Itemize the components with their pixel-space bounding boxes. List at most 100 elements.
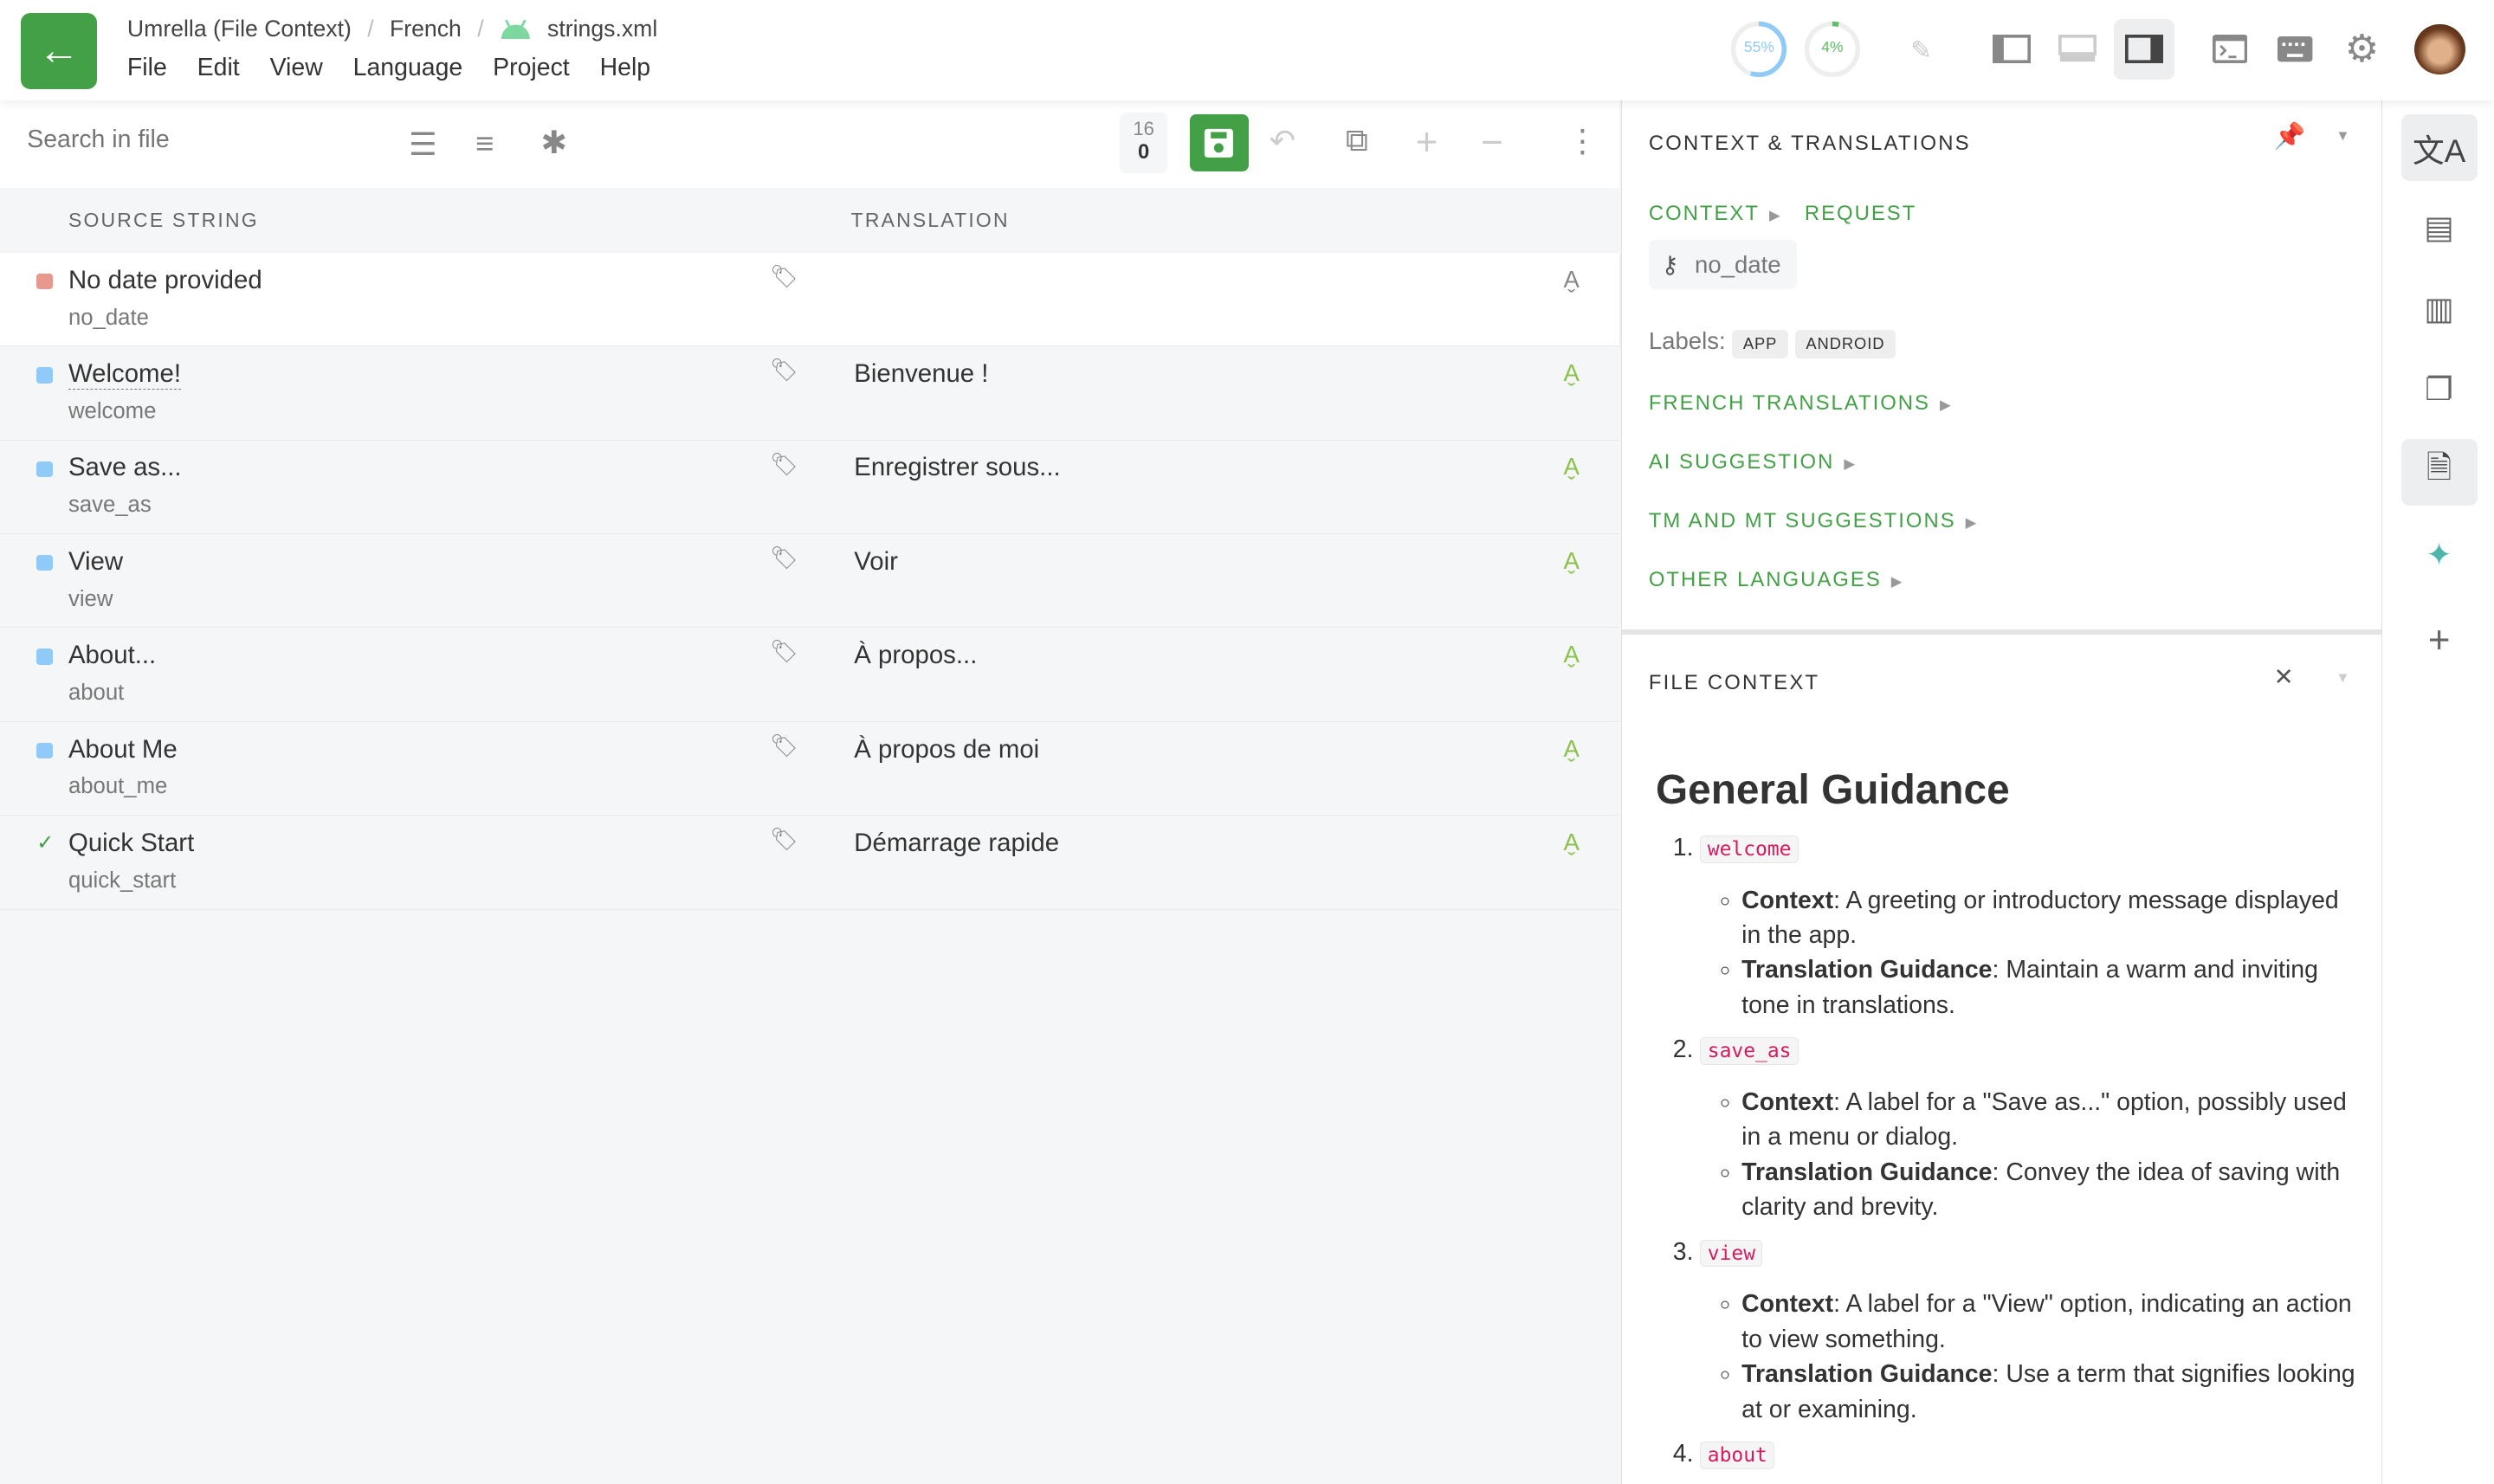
spellcheck-icon[interactable]: A̬ — [1563, 359, 1580, 387]
tab-request[interactable]: REQUEST — [1804, 202, 1917, 226]
panel-divider[interactable] — [1621, 629, 2382, 635]
edit-notes-icon[interactable]: ✎ — [1910, 36, 1933, 66]
guidance-item: view Context: A label for a "View" option… — [1700, 1235, 2355, 1427]
collapse-caret-icon[interactable]: ▼ — [2336, 669, 2350, 687]
file-info-icon[interactable]: 🗎 — [2400, 438, 2478, 506]
tune-filter-icon[interactable]: ☰ — [409, 126, 437, 163]
table-row[interactable]: Welcome! welcome 🏷︎ Bienvenue ! A̬ — [0, 346, 1619, 441]
label-chip[interactable]: ANDROID — [1794, 329, 1896, 358]
collapse-caret-icon[interactable]: ▼ — [2336, 126, 2350, 144]
right-rail: 文A ▤ ▥ ❐ 🗎 ✦ + — [2381, 100, 2494, 1484]
remove-icon[interactable]: − — [1480, 120, 1503, 164]
save-button[interactable] — [1189, 114, 1249, 172]
table-row[interactable]: No date provided no_date 🏷︎ A̬ — [0, 253, 1619, 347]
table-row[interactable]: Save as... save_as 🏷︎ Enregistrer sous... A̬ — [0, 440, 1619, 535]
string-key-code: about — [1700, 1442, 1775, 1469]
more-vert-icon[interactable]: ⋮ — [1567, 123, 1599, 159]
status-indicator — [36, 273, 53, 290]
translation-text[interactable]: À propos de moi — [854, 734, 1040, 764]
tag-icon[interactable]: 🏷︎ — [769, 733, 798, 758]
unpin-icon[interactable]: ✕ — [2273, 662, 2294, 690]
tag-icon[interactable]: 🏷︎ — [769, 358, 798, 384]
labels-row: Labels: APP ANDROID — [1649, 327, 1896, 358]
column-translation: TRANSLATION — [850, 208, 1010, 231]
library-books-icon[interactable]: ❐ — [2425, 371, 2454, 408]
back-button[interactable]: ← — [20, 12, 98, 89]
tag-icon[interactable]: 🏷︎ — [769, 828, 798, 853]
tab-context[interactable]: CONTEXT ▶ — [1648, 202, 1782, 226]
string-key: no_date — [68, 305, 149, 330]
extension-puzzle-icon[interactable]: ✱ — [540, 125, 568, 161]
pin-icon[interactable]: 📌 — [2273, 122, 2306, 152]
file-context-title: FILE CONTEXT — [1648, 671, 1820, 695]
tag-icon[interactable]: 🏷︎ — [769, 264, 798, 289]
label-chip[interactable]: APP — [1731, 329, 1789, 358]
table-row[interactable]: ✓ Quick Start quick_start 🏷︎ Démarrage rapid… — [0, 816, 1619, 910]
filter-icon[interactable]: ≡ — [475, 126, 494, 162]
layout-left-panel-icon[interactable] — [1988, 25, 2036, 73]
translation-text[interactable]: Démarrage rapide — [854, 828, 1060, 857]
keyboard-icon[interactable] — [2271, 25, 2319, 73]
section-other-languages[interactable]: OTHER LANGUAGES ▶ — [1648, 567, 1904, 591]
translate-icon[interactable]: 文A — [2400, 114, 2478, 182]
settings-gear-icon[interactable]: ⚙ — [2344, 28, 2380, 71]
string-counter: 16 0 — [1120, 113, 1168, 174]
context-note: Context: A greeting or introductory mess… — [1741, 883, 2355, 953]
table-row[interactable]: About... about 🏷︎ À propos... A̬ — [0, 628, 1619, 722]
table-row[interactable]: View view 🏷︎ Voir A̬ — [0, 534, 1619, 629]
undo-icon[interactable]: ↶ — [1269, 123, 1296, 159]
breadcrumb-language[interactable]: French — [389, 16, 462, 42]
layout-right-panel-button[interactable] — [2113, 19, 2174, 80]
copy-source-icon[interactable]: ⧉ — [1345, 122, 1369, 158]
translation-text[interactable]: Enregistrer sous... — [854, 453, 1061, 482]
menu-file[interactable]: File — [126, 54, 167, 82]
menu-project[interactable]: Project — [493, 54, 570, 82]
guidance-item: save_as Context: A label for a "Save as..… — [1700, 1032, 2355, 1224]
tag-icon[interactable]: 🏷︎ — [769, 452, 798, 477]
string-key-code: welcome — [1700, 835, 1799, 863]
spellcheck-icon[interactable]: A̬ — [1563, 453, 1580, 481]
column-source: SOURCE STRING — [68, 208, 259, 231]
user-avatar[interactable] — [2414, 23, 2465, 75]
progress-ring-approved[interactable]: 4% — [1802, 19, 1863, 80]
string-key: save_as — [68, 493, 152, 518]
arrow-left-icon: ← — [38, 28, 80, 74]
glossary-icon[interactable]: ▥ — [2424, 290, 2454, 326]
spellcheck-icon[interactable]: A̬ — [1563, 265, 1580, 293]
spellcheck-icon[interactable]: A̬ — [1563, 828, 1580, 855]
approved-check-icon: ✓ — [36, 830, 55, 855]
ai-sparkle-icon[interactable]: ✦ — [2426, 537, 2453, 573]
status-indicator — [36, 742, 53, 759]
search-input[interactable] — [27, 126, 378, 155]
menu-edit[interactable]: Edit — [197, 54, 240, 82]
progress-ring-translated[interactable]: 55% — [1728, 19, 1789, 80]
translation-text[interactable]: À propos... — [854, 641, 978, 670]
translation-text[interactable]: Bienvenue ! — [854, 359, 989, 389]
tag-icon[interactable]: 🏷︎ — [769, 545, 798, 571]
menu-language[interactable]: Language — [352, 54, 463, 82]
spellcheck-icon[interactable]: A̬ — [1563, 641, 1580, 668]
guidance-heading: General Guidance — [1656, 766, 2010, 813]
tag-icon[interactable]: 🏷︎ — [769, 640, 798, 665]
layout-right-panel-icon — [2124, 35, 2163, 64]
translation-text[interactable]: Voir — [854, 546, 898, 576]
section-french-translations[interactable]: FRENCH TRANSLATIONS ▶ — [1648, 390, 1953, 415]
spellcheck-icon[interactable]: A̬ — [1563, 734, 1580, 762]
source-text: View — [68, 546, 124, 576]
add-app-icon[interactable]: + — [2427, 619, 2451, 662]
add-icon[interactable]: + — [1415, 120, 1438, 164]
spellcheck-icon[interactable]: A̬ — [1563, 546, 1580, 574]
terminal-icon[interactable] — [2206, 25, 2254, 73]
menu-view[interactable]: View — [269, 54, 323, 82]
comments-icon[interactable]: ▤ — [2424, 210, 2454, 246]
status-indicator — [36, 554, 53, 571]
section-ai-suggestion[interactable]: AI SUGGESTION ▶ — [1648, 449, 1858, 474]
layout-bottom-panel-icon[interactable] — [2053, 25, 2101, 73]
app-header: ← Umrella (File Context) / French / string… — [0, 0, 2494, 100]
status-indicator — [36, 461, 53, 477]
table-row[interactable]: About Me about_me 🏷︎ À propos de moi A̬ — [0, 721, 1619, 816]
breadcrumb-project[interactable]: Umrella (File Context) — [126, 16, 352, 42]
source-text: No date provided — [68, 265, 262, 294]
menu-help[interactable]: Help — [599, 54, 651, 82]
section-tm-mt-suggestions[interactable]: TM AND MT SUGGESTIONS ▶ — [1648, 508, 1979, 532]
